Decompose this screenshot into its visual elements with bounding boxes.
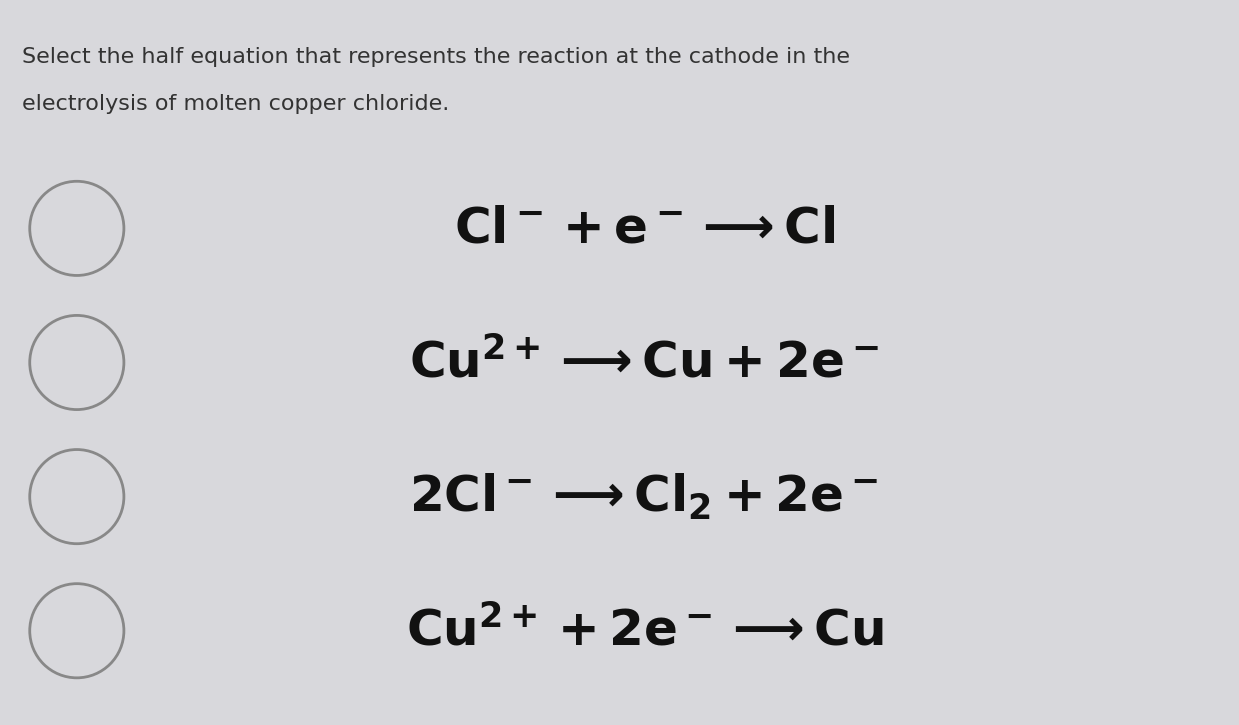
Text: electrolysis of molten copper chloride.: electrolysis of molten copper chloride. <box>22 94 450 115</box>
Text: $\mathbf{Cu^{2+} + 2e^- \longrightarrow Cu}$: $\mathbf{Cu^{2+} + 2e^- \longrightarrow … <box>405 606 883 655</box>
Text: $\mathbf{Cl^- + e^- \longrightarrow Cl}$: $\mathbf{Cl^- + e^- \longrightarrow Cl}$ <box>453 204 835 252</box>
Text: $\mathbf{Cu^{2+} \longrightarrow Cu + 2e^-}$: $\mathbf{Cu^{2+} \longrightarrow Cu + 2e… <box>409 338 880 387</box>
Text: $\mathbf{2Cl^- \longrightarrow Cl_2 + 2e^-}$: $\mathbf{2Cl^- \longrightarrow Cl_2 + 2e… <box>410 471 878 522</box>
Text: Select the half equation that represents the reaction at the cathode in the: Select the half equation that represents… <box>22 47 850 67</box>
